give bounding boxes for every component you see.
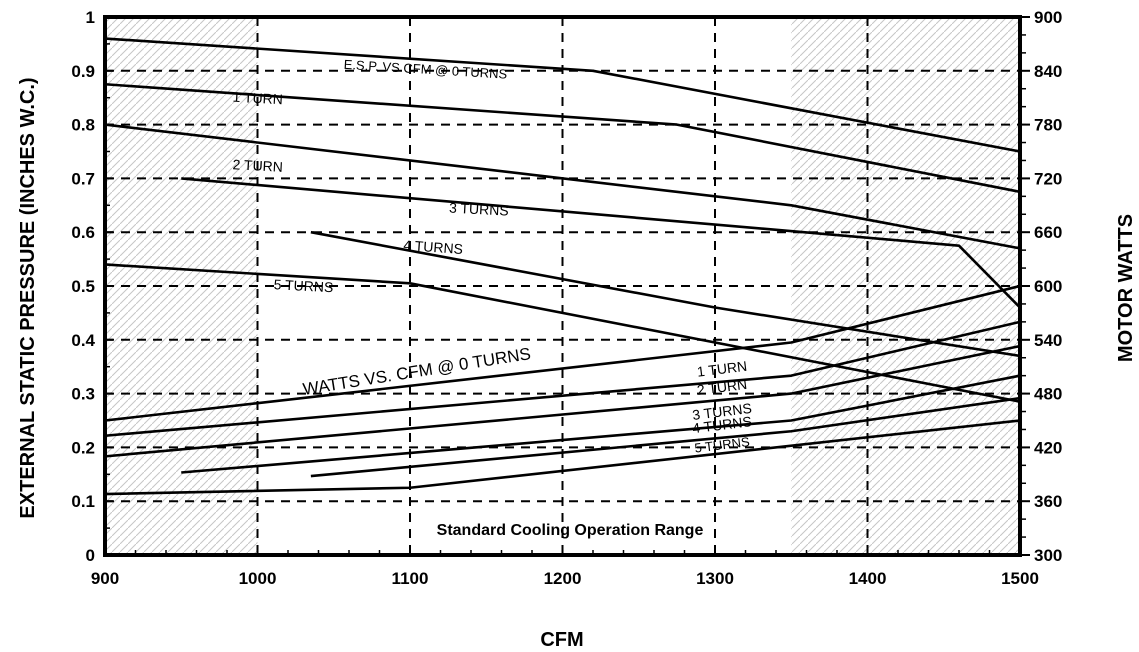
y-right-tick-label: 300 bbox=[1034, 546, 1062, 565]
watts-series-line-1 bbox=[104, 320, 1021, 438]
y-left-tick-label: 0.5 bbox=[71, 277, 95, 296]
ticks: 900 1000 1100 1200 1300 1400 150000.10.20.30.4… bbox=[71, 8, 1062, 588]
y-left-tick-label: 1 bbox=[86, 8, 95, 27]
pressure-series-label-1: 1 TURN bbox=[232, 89, 283, 108]
pressure-series-line-3 bbox=[181, 177, 1021, 309]
y-right-tick-label: 720 bbox=[1034, 169, 1062, 188]
y-right-tick-label: 900 bbox=[1034, 8, 1062, 27]
x-axis-title: CFM bbox=[540, 629, 583, 651]
pressure-series-line-5 bbox=[104, 263, 1021, 403]
watts-series-line-2 bbox=[104, 344, 1021, 458]
x-tick-label: 1000 bbox=[239, 569, 277, 588]
pressure-series-line-0 bbox=[104, 37, 1021, 153]
y-left-tick-label: 0.6 bbox=[71, 223, 95, 242]
pressure-series-label-4: 4 TURNS bbox=[403, 237, 464, 257]
y-left-tick-label: 0.9 bbox=[71, 62, 95, 81]
watts-series-label-2: 2 TURN bbox=[696, 376, 748, 398]
x-tick-label: 1200 bbox=[544, 569, 582, 588]
watts-series-line-0 bbox=[104, 284, 1021, 422]
y-left-tick-label: 0.2 bbox=[71, 438, 95, 457]
watts-series-label-0: WATTS VS. CFM @ 0 TURNS bbox=[301, 344, 532, 399]
x-tick-label: 1400 bbox=[849, 569, 887, 588]
y-left-tick-label: 0.7 bbox=[71, 169, 95, 188]
x-tick-label: 900 bbox=[91, 569, 119, 588]
y-right-tick-label: 660 bbox=[1034, 223, 1062, 242]
watts-series-line-3 bbox=[181, 374, 1021, 474]
watts-series-label-5: 5 TURNS bbox=[694, 434, 751, 456]
pressure-series-label-2: 2 TURN bbox=[232, 156, 283, 175]
y-left-tick-label: 0.8 bbox=[71, 116, 95, 135]
shaded-region-0 bbox=[105, 17, 258, 555]
y-left-tick-label: 0 bbox=[86, 546, 95, 565]
y-left-tick-label: 0.3 bbox=[71, 385, 95, 404]
watts-series-label-4: 4 TURNS bbox=[691, 413, 752, 436]
y-right-tick-label: 540 bbox=[1034, 331, 1062, 350]
y-left-axis-title: EXTERNAL STATIC PRESSURE (INCHES W.C.) bbox=[17, 77, 39, 518]
y-left-tick-label: 0.4 bbox=[71, 331, 95, 350]
operation-range-label: Standard Cooling Operation Range bbox=[437, 522, 704, 539]
y-right-tick-label: 480 bbox=[1034, 385, 1062, 404]
y-right-tick-label: 600 bbox=[1034, 277, 1062, 296]
y-right-tick-label: 840 bbox=[1034, 62, 1062, 81]
x-tick-label: 1100 bbox=[392, 569, 429, 588]
y-right-axis-title: MOTOR WATTS bbox=[1115, 214, 1137, 362]
watts-series-line-5 bbox=[104, 419, 1021, 496]
y-right-tick-label: 420 bbox=[1034, 438, 1062, 457]
y-right-tick-label: 360 bbox=[1034, 492, 1062, 511]
y-right-tick-label: 780 bbox=[1034, 116, 1062, 135]
pressure-series-line-1 bbox=[104, 82, 1021, 194]
x-tick-label: 1500 bbox=[1001, 569, 1039, 588]
watts-series-label-3: 3 TURNS bbox=[691, 400, 752, 423]
x-tick-label: 1300 bbox=[696, 569, 734, 588]
pressure-series-label-5: 5 TURNS bbox=[273, 276, 333, 295]
pressure-series-line-4 bbox=[310, 230, 1021, 358]
y-left-tick-label: 0.1 bbox=[71, 492, 95, 511]
pressure-series-label-3: 3 TURNS bbox=[449, 200, 509, 219]
series bbox=[104, 37, 1021, 496]
pressure-series-line-2 bbox=[104, 123, 1021, 250]
watts-series-line-4 bbox=[310, 396, 1021, 478]
watts-series-label-1: 1 TURN bbox=[696, 358, 748, 380]
